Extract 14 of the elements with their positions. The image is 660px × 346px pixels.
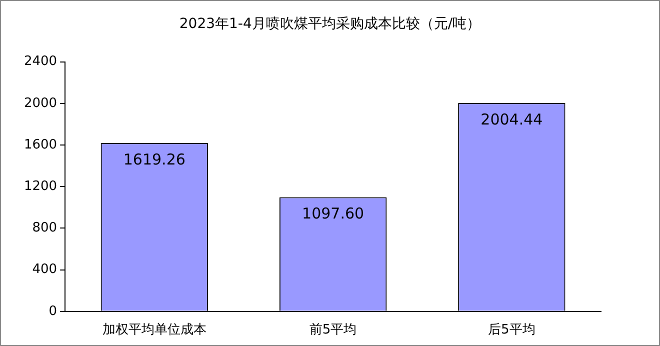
y-tick-label: 400 xyxy=(32,262,58,278)
x-tick-label: 加权平均单位成本 xyxy=(102,322,206,338)
y-tick-label: 1600 xyxy=(24,137,58,152)
y-tick-label: 1200 xyxy=(24,178,58,194)
data-label: 1619.26 xyxy=(123,150,186,168)
x-tick-label: 前5平均 xyxy=(309,322,357,338)
x-tick-label: 后5平均 xyxy=(488,322,536,338)
y-tick-label: 0 xyxy=(48,304,58,319)
chart-title: 2023年1-4月喷吹煤平均采购成本比较（元/吨） xyxy=(178,15,482,33)
y-tick-label: 800 xyxy=(32,220,58,236)
data-label: 2004.44 xyxy=(480,110,543,128)
y-tick-label: 2400 xyxy=(24,54,58,70)
y-tick-label: 2000 xyxy=(24,96,58,111)
data-label: 1097.60 xyxy=(302,204,364,223)
